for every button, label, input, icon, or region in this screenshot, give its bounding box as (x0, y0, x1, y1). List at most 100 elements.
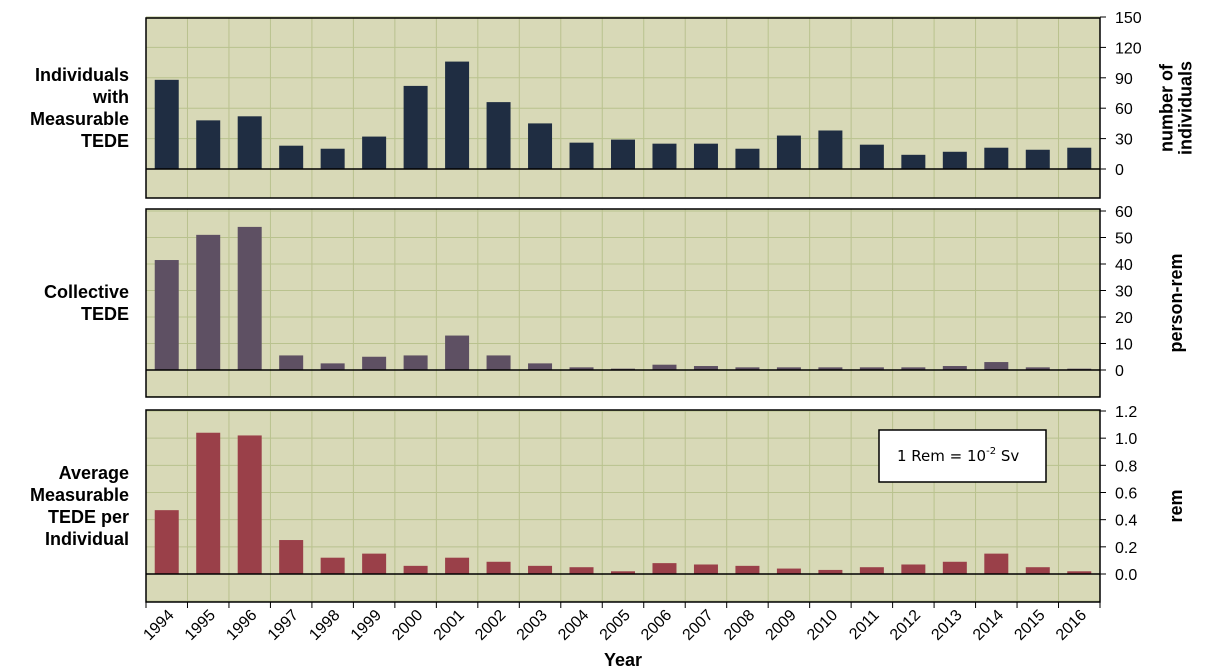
y-tick-label: 0.4 (1115, 513, 1137, 530)
bar-2010 (818, 569, 843, 574)
bar-1994 (154, 260, 179, 370)
bar-2006 (652, 143, 677, 169)
bar-1995 (196, 120, 221, 169)
y-tick-label: 0.0 (1115, 567, 1137, 584)
bar-2014 (984, 362, 1009, 370)
x-tick-label: 2007 (680, 607, 717, 644)
panel-label: Individual (45, 529, 129, 549)
bar-2013 (942, 366, 967, 370)
bar-2000 (403, 85, 428, 169)
panel-label: TEDE per (48, 507, 129, 527)
bar-1998 (320, 148, 345, 169)
bar-2007 (693, 366, 718, 370)
panel-label: Measurable (30, 485, 129, 505)
panel-label: with (92, 87, 129, 107)
bar-2016 (1067, 571, 1092, 574)
bar-2001 (445, 61, 470, 169)
x-tick-label: 1995 (182, 607, 219, 644)
bar-1999 (362, 553, 387, 574)
panel-label: Collective (44, 282, 129, 302)
y-tick-label: 60 (1115, 204, 1133, 221)
bar-2014 (984, 147, 1009, 169)
bar-2006 (652, 364, 677, 370)
bar-2010 (818, 130, 843, 169)
x-tick-label: 2001 (431, 607, 468, 644)
bar-2010 (818, 367, 843, 370)
bar-1998 (320, 363, 345, 370)
bar-2003 (528, 123, 553, 169)
y-tick-label: 10 (1115, 337, 1133, 354)
y-tick-label: 120 (1115, 40, 1142, 57)
bar-2003 (528, 565, 553, 574)
x-tick-label: 1994 (140, 607, 177, 644)
x-tick-label: 1996 (223, 607, 260, 644)
bar-1996 (237, 226, 262, 370)
y-tick-label: 40 (1115, 257, 1133, 274)
bar-2016 (1067, 147, 1092, 169)
panel-label: Measurable (30, 109, 129, 129)
x-tick-label: 2014 (970, 607, 1007, 644)
bar-2008 (735, 565, 760, 574)
x-tick-label: 1998 (306, 607, 343, 644)
bar-2004 (569, 367, 594, 370)
bar-2012 (901, 367, 926, 370)
bar-2002 (486, 102, 511, 169)
bar-2011 (859, 367, 884, 370)
y-tick-label: 0.2 (1115, 540, 1137, 557)
bar-2012 (901, 154, 926, 169)
bar-2008 (735, 148, 760, 169)
bar-2008 (735, 367, 760, 370)
bar-1994 (154, 510, 179, 574)
bar-2007 (693, 143, 718, 169)
panel-label: Average (59, 463, 129, 483)
panel-label: TEDE (81, 304, 129, 324)
plot-border (145, 409, 1101, 603)
bar-2015 (1025, 149, 1050, 169)
bar-2004 (569, 142, 594, 169)
bar-2011 (859, 567, 884, 574)
bar-1996 (237, 116, 262, 169)
plot-border (145, 208, 1101, 398)
y-tick-label: 1.2 (1115, 404, 1137, 421)
bar-2012 (901, 564, 926, 574)
plot-background (146, 209, 1100, 397)
y-tick-label: 0 (1115, 162, 1124, 179)
y-tick-label: 0 (1115, 363, 1124, 380)
bar-2015 (1025, 367, 1050, 370)
bar-1999 (362, 356, 387, 370)
x-tick-label: 1997 (265, 607, 302, 644)
bar-2003 (528, 363, 553, 370)
x-tick-label: 2003 (514, 607, 551, 644)
bar-2014 (984, 553, 1009, 574)
y-tick-label: 60 (1115, 101, 1133, 118)
y-tick-label: 30 (1115, 132, 1133, 149)
y-tick-label: 150 (1115, 10, 1142, 27)
y-tick-label: 1.0 (1115, 431, 1137, 448)
x-tick-label: 2011 (846, 607, 882, 643)
x-tick-label: 2004 (555, 607, 592, 644)
bar-1995 (196, 234, 221, 370)
y-tick-label: 20 (1115, 310, 1133, 327)
bar-1997 (279, 355, 304, 370)
bar-2009 (776, 135, 801, 169)
bar-1997 (279, 145, 304, 169)
bar-2006 (652, 563, 677, 574)
bar-2013 (942, 561, 967, 574)
bar-2005 (611, 139, 635, 169)
y-tick-label: 30 (1115, 284, 1133, 301)
bar-2004 (569, 567, 594, 574)
y-axis-title: individuals (1176, 61, 1196, 155)
y-axis-title: rem (1166, 489, 1186, 522)
annotation-box (878, 429, 1047, 483)
bar-2015 (1025, 567, 1050, 574)
bar-2001 (445, 557, 470, 574)
x-tick-label: 2012 (887, 607, 924, 644)
x-tick-label: 2000 (389, 607, 426, 644)
x-tick-label: 1999 (348, 607, 385, 644)
x-tick-label: 2010 (804, 607, 841, 644)
x-tick-label: 2005 (597, 607, 634, 644)
bar-2001 (445, 335, 470, 370)
y-tick-label: 0.6 (1115, 486, 1137, 503)
panel-label: Individuals (35, 65, 129, 85)
y-axis-title: number of (1157, 63, 1177, 152)
